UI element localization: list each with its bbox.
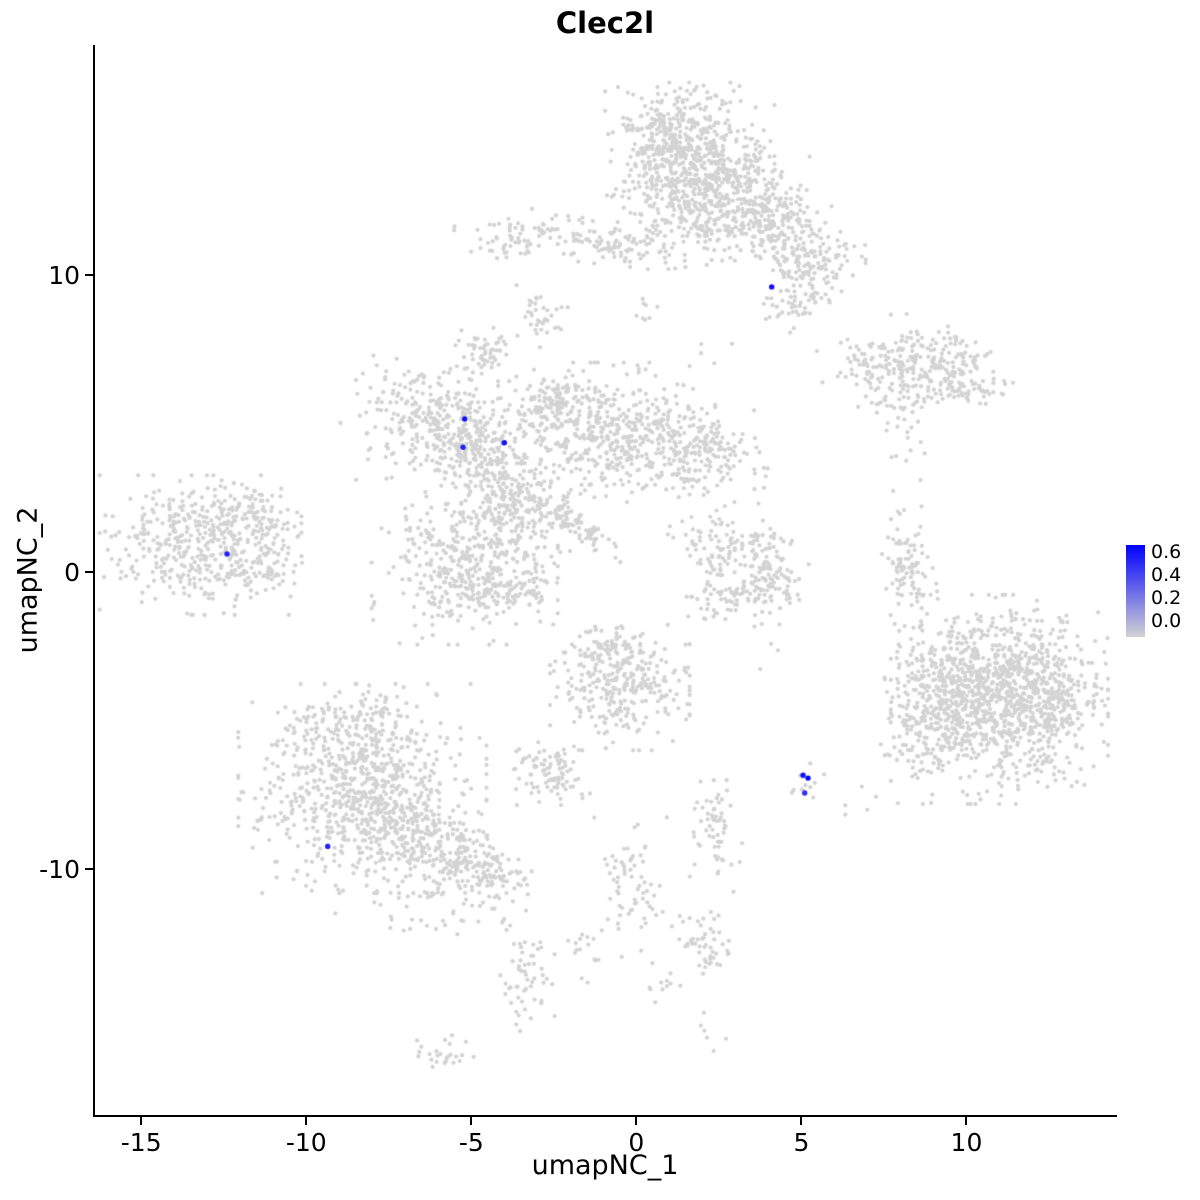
y-axis-title: umapNC_2	[12, 506, 44, 654]
y-tick-mark	[85, 570, 93, 573]
y-tick-label: 10	[48, 261, 80, 291]
x-tick-label: -10	[285, 1128, 327, 1157]
x-tick-label: -15	[120, 1128, 162, 1157]
x-tick-mark	[800, 1117, 803, 1125]
y-axis-line	[93, 45, 95, 1117]
x-axis-line	[93, 1115, 1117, 1117]
legend-tick-label: 0.4	[1151, 564, 1182, 586]
plot-title: Clec2l	[555, 6, 655, 40]
x-tick-label: 5	[793, 1128, 810, 1157]
colorbar-legend: 0.6 0.4 0.2 0.0	[1126, 541, 1200, 645]
x-tick-mark	[470, 1117, 473, 1125]
x-tick-mark	[305, 1117, 308, 1125]
x-tick-mark	[965, 1117, 968, 1125]
y-tick-mark	[85, 867, 93, 870]
x-tick-mark	[140, 1117, 143, 1125]
x-tick-label: 0	[628, 1128, 645, 1157]
x-tick-label: -5	[458, 1128, 484, 1157]
colorbar-gradient	[1126, 545, 1145, 637]
x-tick-mark	[635, 1117, 638, 1125]
legend-tick-label: 0.2	[1151, 587, 1182, 609]
x-tick-label: 10	[950, 1128, 983, 1157]
y-tick-mark	[85, 274, 93, 277]
y-tick-label: 0	[64, 557, 80, 587]
legend-tick-label: 0.6	[1151, 541, 1182, 563]
x-axis-title: umapNC_1	[531, 1150, 679, 1181]
y-tick-label: -10	[39, 854, 80, 884]
legend-tick-label: 0.0	[1151, 610, 1182, 632]
